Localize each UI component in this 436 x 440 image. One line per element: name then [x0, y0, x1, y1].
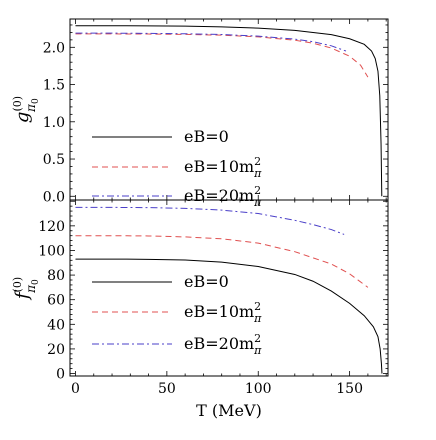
series-line-2	[75, 206, 345, 235]
x-tick-label: 100	[245, 381, 272, 397]
legend: eB=0 eB=10m2 π eB=20m2 π	[92, 127, 262, 209]
series-line-0	[75, 25, 383, 197]
x-axis-title: T (MeV)	[196, 401, 262, 420]
y-tick-label: 100	[38, 243, 65, 259]
series-line-1	[75, 235, 369, 288]
panel-f-pi0: 0 20 40 60 80 100 120 0 50 100 150 T (MeV) f(0)π0 eB=…	[11, 199, 389, 420]
x-tick-label: 150	[336, 381, 363, 397]
y-tick-label: 1.5	[43, 78, 65, 94]
y-tick-label: 1.0	[43, 115, 65, 131]
legend-entry: eB=0	[184, 272, 229, 291]
y-tick-label: 60	[47, 293, 65, 309]
series-line-0	[75, 258, 383, 374]
series-line-1	[75, 33, 369, 78]
legend-entry: eB=0	[184, 127, 229, 146]
plot-frame	[69, 199, 389, 377]
y-tick-label: 2.0	[43, 40, 65, 56]
x-tick-label: 0	[71, 381, 80, 397]
y-tick-label: 80	[47, 268, 65, 284]
y-tick-label: 120	[38, 219, 65, 235]
y-tick-label: 0	[56, 367, 65, 383]
legend-entry: eB=10m2 π	[184, 300, 262, 325]
y-tick-label: 0.0	[43, 189, 65, 205]
legend-entry: eB=10m2 π	[184, 155, 262, 180]
legend: eB=0 eB=10m2 π eB=20m2 π	[92, 272, 262, 357]
panel-g-pi0: 0.0 0.5 1.0 1.5 2.0 g(0)π0 eB=0 eB=10m2 π eB=20m2…	[11, 18, 389, 209]
x-tick-label: 50	[158, 381, 176, 397]
legend-entry: eB=20m2 π	[184, 332, 262, 357]
y-tick-label: 40	[47, 317, 65, 333]
y-tick-label: 0.5	[43, 152, 65, 168]
y-tick-label: 20	[47, 342, 65, 358]
y-axis-title: g(0)π0	[11, 96, 41, 123]
legend-entry: eB=20m2 π	[184, 184, 262, 209]
y-axis-title: f(0)π0	[11, 277, 41, 301]
